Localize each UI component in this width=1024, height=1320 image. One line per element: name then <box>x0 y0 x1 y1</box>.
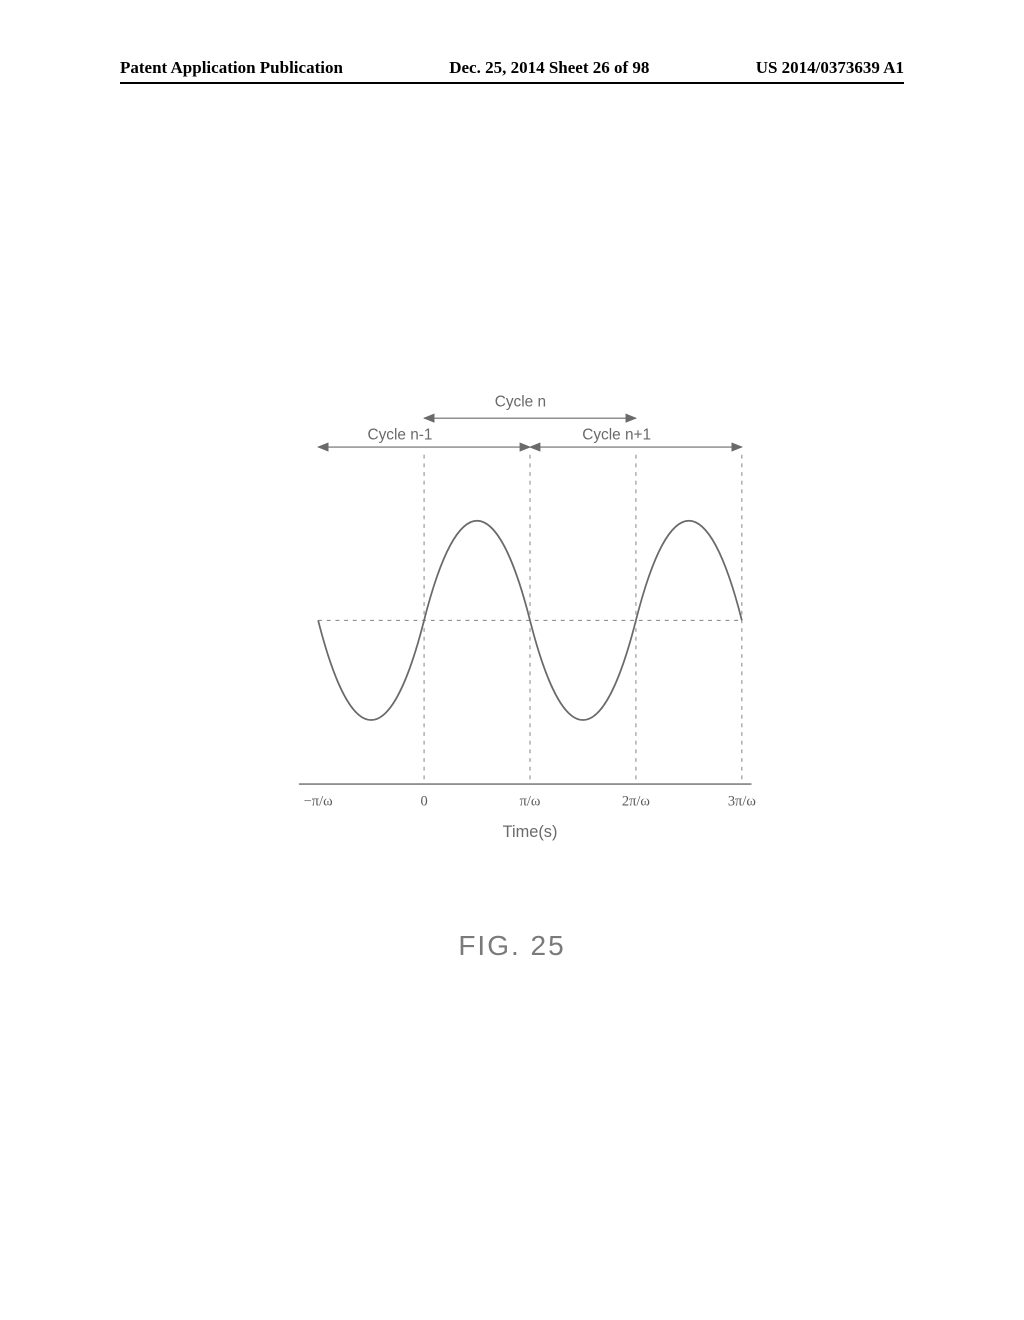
xtick-0: −π/ω <box>304 793 333 809</box>
header-rule <box>120 82 904 84</box>
x-axis-label: Time(s) <box>503 823 558 841</box>
xtick-2: π/ω <box>520 793 541 809</box>
xtick-1: 0 <box>420 793 427 809</box>
cycle-diagram-svg: Cycle n Cycle n-1 Cycle n+1 −π/ω 0 π/ω 2… <box>270 380 790 880</box>
figure-caption: FIG. 25 <box>0 930 1024 962</box>
header-right: US 2014/0373639 A1 <box>756 58 904 78</box>
page-header: Patent Application Publication Dec. 25, … <box>0 58 1024 78</box>
cycle-n-minus-1-label: Cycle n-1 <box>367 426 432 443</box>
xtick-4: 3π/ω <box>728 793 756 809</box>
figure-25: Cycle n Cycle n-1 Cycle n+1 −π/ω 0 π/ω 2… <box>270 380 790 880</box>
header-center: Dec. 25, 2014 Sheet 26 of 98 <box>449 58 649 78</box>
header-left: Patent Application Publication <box>120 58 343 78</box>
cycle-n-label: Cycle n <box>495 394 546 411</box>
xtick-3: 2π/ω <box>622 793 650 809</box>
cycle-n-plus-1-label: Cycle n+1 <box>582 426 651 443</box>
